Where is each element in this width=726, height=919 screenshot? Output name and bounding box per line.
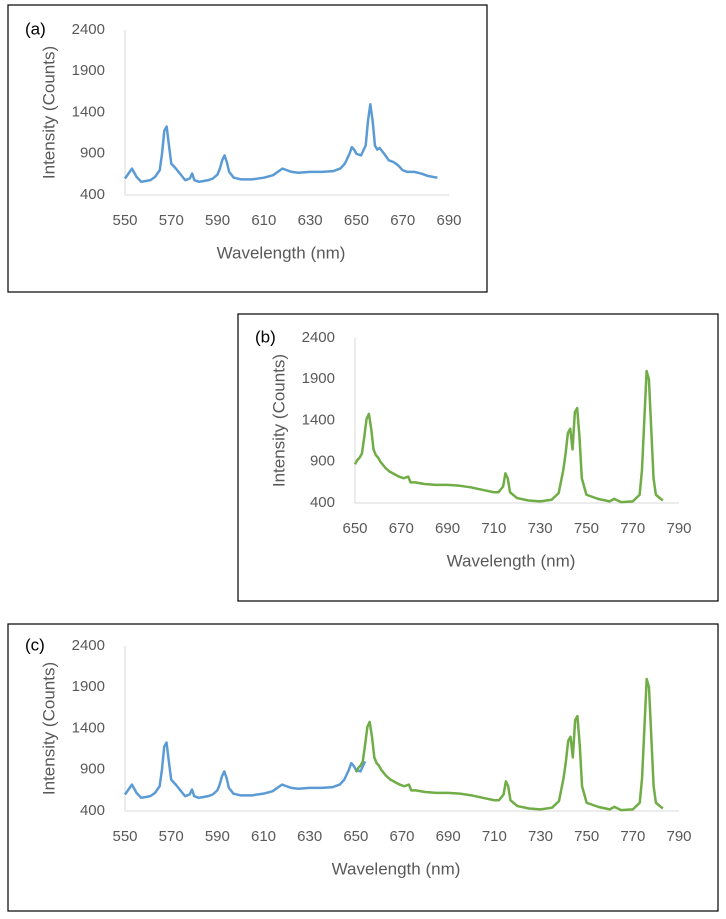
x-tick-label: 570: [159, 828, 184, 845]
y-tick-label: 400: [80, 802, 105, 819]
x-tick-label: 650: [344, 212, 369, 229]
x-tick-label: 690: [435, 520, 460, 537]
y-tick-label: 2400: [302, 329, 335, 346]
x-tick-label: 770: [620, 828, 645, 845]
x-axis-label: Wavelength (nm): [217, 243, 346, 262]
x-tick-label: 730: [528, 828, 553, 845]
x-tick-label: 650: [342, 520, 367, 537]
spectrum-line: [123, 741, 367, 800]
x-tick-label: 590: [205, 828, 230, 845]
x-tick-label: 570: [159, 212, 184, 229]
y-tick-label: 400: [80, 186, 105, 203]
y-tick-label: 1400: [72, 719, 105, 736]
x-tick-label: 670: [390, 212, 415, 229]
x-tick-label: 590: [205, 212, 230, 229]
x-tick-label: 710: [481, 520, 506, 537]
x-tick-label: 610: [251, 828, 276, 845]
y-tick-label: 900: [310, 453, 335, 470]
x-tick-label: 630: [297, 828, 322, 845]
x-tick-label: 650: [343, 828, 368, 845]
panel-frame: [7, 623, 719, 912]
y-tick-label: 1400: [302, 411, 335, 428]
y-tick-label: 1900: [72, 678, 105, 695]
spectrum-line: [354, 677, 664, 812]
panel-frame: [237, 313, 719, 602]
x-tick-label: 630: [298, 212, 323, 229]
x-tick-label: 550: [112, 212, 137, 229]
y-tick-label: 2400: [72, 637, 105, 654]
x-tick-label: 730: [528, 520, 553, 537]
x-tick-label: 690: [436, 828, 461, 845]
y-tick-label: 2400: [72, 21, 105, 38]
y-tick-label: 900: [80, 761, 105, 778]
x-tick-label: 750: [574, 520, 599, 537]
x-axis-label: Wavelength (nm): [332, 859, 461, 878]
x-tick-label: 610: [251, 212, 276, 229]
spectrum-line: [353, 369, 664, 504]
spectrum-line: [123, 103, 438, 184]
y-tick-label: 400: [310, 494, 335, 511]
x-tick-label: 670: [389, 828, 414, 845]
x-tick-label: 550: [112, 828, 137, 845]
x-tick-label: 750: [574, 828, 599, 845]
panel-frame: [7, 4, 488, 293]
y-tick-label: 1900: [302, 370, 335, 387]
y-axis-label: Intensity (Counts): [269, 354, 288, 487]
y-axis-label: Intensity (Counts): [39, 662, 58, 795]
panel-label: (a): [25, 19, 46, 38]
panel-label: (c): [25, 635, 45, 654]
x-tick-label: 790: [666, 520, 691, 537]
y-tick-label: 1400: [72, 103, 105, 120]
y-tick-label: 900: [80, 145, 105, 162]
x-tick-label: 710: [482, 828, 507, 845]
panel-label: (b): [255, 327, 276, 346]
x-tick-label: 690: [436, 212, 461, 229]
x-tick-label: 790: [666, 828, 691, 845]
x-tick-label: 670: [389, 520, 414, 537]
y-axis-label: Intensity (Counts): [39, 46, 58, 179]
y-tick-label: 1900: [72, 62, 105, 79]
x-axis-label: Wavelength (nm): [447, 551, 576, 570]
x-tick-label: 770: [620, 520, 645, 537]
